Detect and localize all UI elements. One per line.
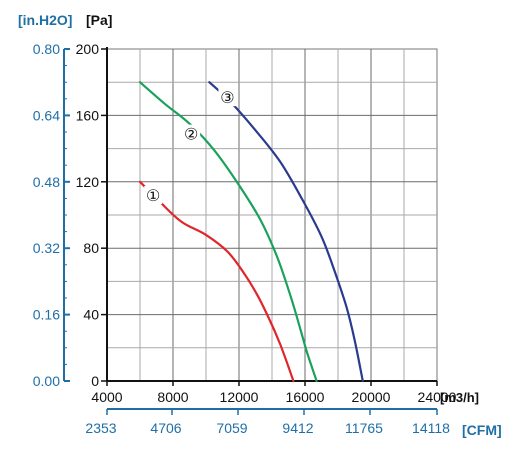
pa-tick-label: 0 bbox=[91, 373, 99, 389]
cfm-tick-label: 14118 bbox=[412, 420, 450, 436]
series-line-2 bbox=[138, 81, 318, 383]
inh2o-tick-label: 0.00 bbox=[33, 373, 60, 389]
inh2o-tick-label: 0.16 bbox=[33, 307, 60, 323]
flow-tick-label: 12000 bbox=[220, 389, 259, 405]
cfm-tick-label: 4706 bbox=[150, 420, 181, 436]
inh2o-tick-label: 0.64 bbox=[33, 107, 60, 123]
inh2o-unit-label: [in.H2O] bbox=[18, 12, 72, 28]
series-line-3 bbox=[208, 81, 364, 383]
flow-tick-label: 8000 bbox=[157, 389, 188, 405]
series-marker-label: ① bbox=[146, 188, 160, 205]
flow-tick-label: 20000 bbox=[352, 389, 391, 405]
series-marker-label: ③ bbox=[220, 90, 234, 107]
series bbox=[138, 81, 364, 383]
flow-tick-label: 4000 bbox=[91, 389, 122, 405]
pa-tick-label: 200 bbox=[76, 41, 100, 57]
flow-tick-label: 24000 bbox=[418, 389, 457, 405]
series-marker-bg bbox=[182, 124, 201, 143]
pa-tick-label: 120 bbox=[76, 174, 100, 190]
cfm-unit-label: [CFM] bbox=[462, 422, 502, 438]
pa-unit-label: [Pa] bbox=[86, 12, 112, 28]
flow-tick-label: 16000 bbox=[286, 389, 325, 405]
flow-unit-label: [m3/h] bbox=[440, 390, 479, 405]
cfm-tick-label: 9412 bbox=[282, 420, 313, 436]
series-line-1 bbox=[138, 180, 295, 383]
cfm-tick-label: 11765 bbox=[345, 420, 383, 436]
series-marker-bg bbox=[144, 186, 163, 205]
cfm-tick-label: 2353 bbox=[85, 420, 116, 436]
series-markers: ① ② ③ bbox=[144, 88, 237, 205]
pa-tick-label: 40 bbox=[83, 307, 99, 323]
pa-tick-label: 80 bbox=[83, 240, 99, 256]
cfm-tick-label: 7059 bbox=[216, 420, 247, 436]
axes: 0 40 80 120 160 200 0.00 0.16 0.32 0.48 0.64 0.80 40… bbox=[33, 41, 457, 436]
inh2o-tick-label: 0.80 bbox=[33, 41, 60, 57]
grid bbox=[106, 48, 438, 382]
series-marker-bg bbox=[218, 88, 237, 107]
series-marker-label: ② bbox=[184, 127, 198, 144]
inh2o-tick-label: 0.32 bbox=[33, 240, 60, 256]
pa-tick-label: 160 bbox=[76, 107, 100, 123]
inh2o-tick-label: 0.48 bbox=[33, 174, 60, 190]
